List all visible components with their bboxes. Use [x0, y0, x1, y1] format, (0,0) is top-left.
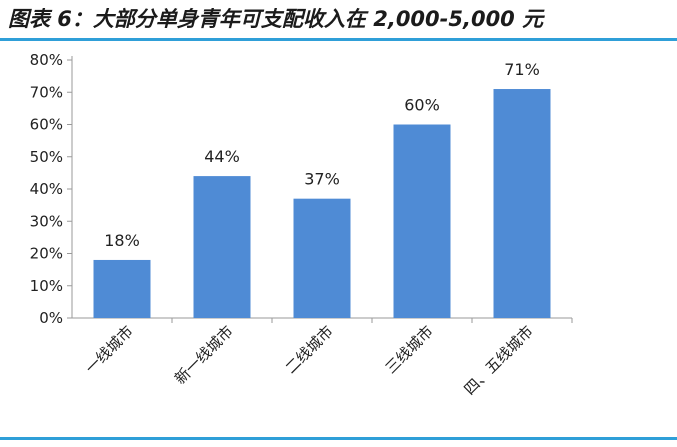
bar-4: [393, 124, 451, 318]
bar-5: [493, 89, 551, 319]
y-tick-label: 50%: [30, 148, 63, 166]
y-tick-label: 40%: [30, 180, 63, 198]
x-axis: 一线城市 新一线城市 二线城市 三线城市 四、五线城市: [82, 322, 537, 398]
bar-1: [93, 259, 151, 318]
bar-series: [93, 89, 551, 319]
category-label-1: 一线城市: [82, 322, 137, 377]
category-label-4: 三线城市: [382, 322, 437, 377]
data-label-1: 18%: [104, 231, 140, 250]
bottom-divider: [0, 437, 677, 440]
y-tick-label: 80%: [30, 51, 63, 69]
data-label-5: 71%: [504, 60, 540, 79]
y-tick-label: 70%: [30, 83, 63, 101]
title-divider: [0, 38, 677, 41]
data-label-4: 60%: [404, 96, 440, 115]
y-tick-label: 60%: [30, 116, 63, 134]
figure-title: 图表 6：大部分单身青年可支配收入在 2,000-5,000 元: [8, 7, 544, 31]
bar-3: [293, 198, 351, 318]
bar-2: [193, 176, 251, 318]
y-tick-label: 10%: [30, 277, 63, 295]
data-label-2: 44%: [204, 147, 240, 166]
data-label-3: 37%: [304, 170, 340, 189]
category-label-2: 新一线城市: [171, 322, 237, 388]
y-tick-label: 0%: [39, 309, 63, 327]
y-tick-label: 20%: [30, 245, 63, 263]
y-axis: 0% 10% 20% 30% 40% 50% 60% 70% 80%: [30, 51, 573, 327]
data-labels: 18% 44% 37% 60% 71%: [104, 60, 540, 250]
y-tick-label: 30%: [30, 212, 63, 230]
category-label-5: 四、五线城市: [460, 322, 536, 398]
category-label-3: 二线城市: [282, 322, 337, 377]
